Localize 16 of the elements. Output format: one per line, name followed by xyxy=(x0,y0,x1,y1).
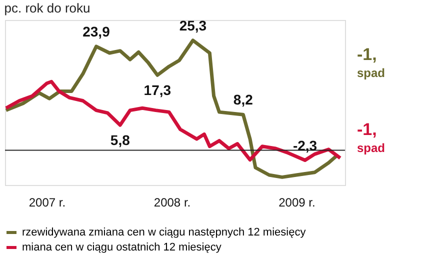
data-label: -2,3 xyxy=(292,137,318,154)
data-label: 23,9 xyxy=(82,23,110,40)
data-label: 25,3 xyxy=(179,17,207,34)
x-tick-label: 2007 r. xyxy=(28,196,66,210)
chart-title: pc. rok do roku xyxy=(4,0,90,16)
x-tick-label: 2009 r. xyxy=(278,196,316,210)
text: -1, xyxy=(357,45,377,64)
legend-label: rzewidywana zmiana cen w ciągu następnych 12 miesięcy xyxy=(22,226,306,238)
data-label: 17,3 xyxy=(144,82,172,98)
text: -1, xyxy=(357,120,377,139)
text: spad xyxy=(357,66,386,80)
text: spad xyxy=(357,141,386,155)
data-label: 5,8 xyxy=(110,132,130,148)
data-label: 8,2 xyxy=(233,92,254,108)
legend-label: miana cen w ciągu ostatnich 12 miesięcy xyxy=(22,242,222,254)
x-tick-label: 2008 r. xyxy=(154,196,191,210)
